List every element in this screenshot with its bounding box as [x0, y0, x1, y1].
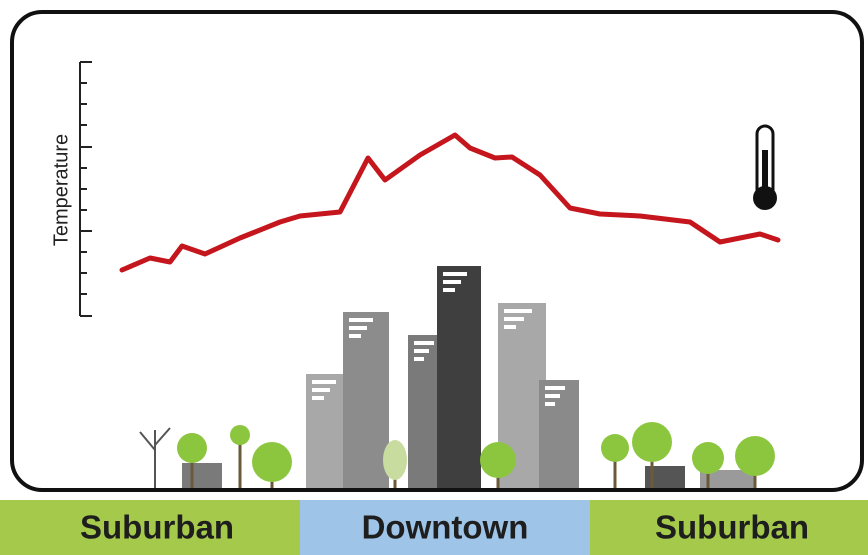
thermometer	[753, 126, 777, 210]
zone-label: Downtown	[362, 509, 529, 546]
axis-label: Temperature	[50, 134, 72, 246]
zone-label: Suburban	[80, 509, 234, 546]
diagram: Temperature	[0, 0, 868, 555]
page: Temperature	[0, 0, 868, 555]
zone-label: Suburban	[655, 509, 809, 546]
